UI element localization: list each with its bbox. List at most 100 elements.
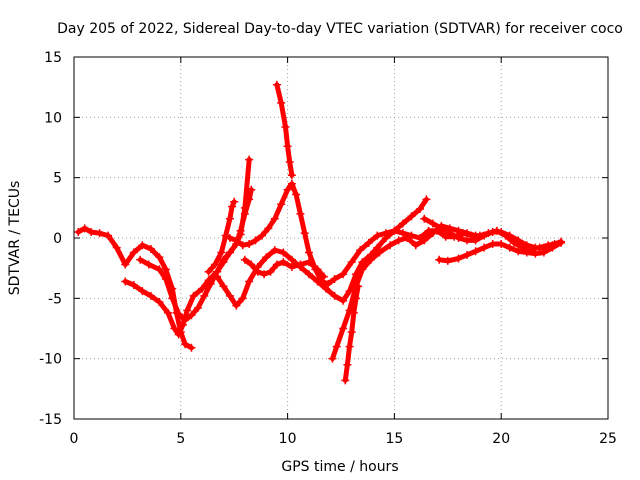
data-point-marker: [247, 185, 256, 194]
data-point-marker: [454, 254, 463, 263]
data-point-marker: [170, 324, 179, 333]
data-point-marker: [112, 243, 121, 252]
data-point-marker: [95, 229, 104, 238]
data-point-marker: [304, 248, 313, 257]
data-point-marker: [245, 277, 254, 286]
data-point-marker: [260, 270, 269, 279]
data-point-marker: [80, 224, 89, 233]
data-point-marker: [210, 260, 219, 269]
data-point-marker: [428, 229, 437, 238]
data-point-marker: [548, 241, 557, 250]
data-point-marker: [277, 200, 286, 209]
data-point-marker: [163, 308, 172, 317]
data-point-marker: [322, 284, 331, 293]
data-point-marker: [381, 229, 390, 238]
data-point-marker: [296, 209, 305, 218]
data-point-marker: [420, 214, 429, 223]
data-point-marker: [317, 277, 326, 286]
axis-ticks: 0 5 10 15 20 25 -15 -10 -5 0 5 10 15: [39, 50, 617, 447]
data-point-marker: [463, 236, 472, 245]
x-axis-title: GPS time / hours: [281, 459, 398, 475]
data-point-marker: [375, 248, 384, 257]
data-point-marker: [181, 316, 190, 325]
data-point-marker: [161, 275, 170, 284]
data-point-marker: [480, 231, 489, 240]
data-point-marker: [283, 142, 292, 151]
data-point-marker: [358, 265, 367, 274]
data-point-marker: [198, 284, 207, 293]
data-point-marker: [463, 229, 472, 238]
series-arc-10: [341, 282, 363, 385]
data-point-marker: [183, 306, 192, 315]
data-point-marker: [187, 343, 196, 352]
x-tick-label: 20: [492, 431, 510, 447]
data-point-marker: [287, 171, 296, 180]
data-point-marker: [245, 155, 254, 164]
data-point-marker: [272, 80, 281, 89]
data-point-marker: [514, 247, 523, 256]
data-point-marker: [178, 320, 187, 329]
data-point-marker: [454, 226, 463, 235]
data-point-marker: [232, 236, 241, 245]
data-point-marker: [270, 214, 279, 223]
data-point-marker: [324, 279, 333, 288]
data-point-marker: [471, 247, 480, 256]
data-point-marker: [386, 241, 395, 250]
data-point-marker: [219, 282, 228, 291]
data-point-marker: [428, 219, 437, 228]
data-point-marker: [181, 340, 190, 349]
data-point-marker: [240, 255, 249, 264]
data-point-marker: [129, 281, 138, 290]
y-tick-label: 5: [53, 171, 62, 187]
x-tick-label: 5: [176, 431, 185, 447]
data-point-marker: [138, 241, 147, 250]
data-point-marker: [347, 328, 356, 337]
data-point-marker: [347, 258, 356, 267]
data-point-marker: [330, 291, 339, 300]
data-point-marker: [304, 270, 313, 279]
data-point-marker: [339, 296, 348, 305]
data-point-marker: [285, 157, 294, 166]
data-point-marker: [225, 291, 234, 300]
series-arc-3: [136, 185, 256, 325]
data-point-marker: [488, 240, 497, 249]
y-tick-label: -15: [39, 412, 62, 428]
data-point-marker: [136, 255, 145, 264]
data-point-marker: [366, 255, 375, 264]
data-point-marker: [373, 243, 382, 252]
data-point-marker: [304, 258, 313, 267]
data-point-marker: [356, 246, 365, 255]
data-point-marker: [174, 330, 183, 339]
data-point-marker: [283, 185, 292, 194]
data-point-marker: [238, 294, 247, 303]
data-point-marker: [445, 229, 454, 238]
data-point-marker: [358, 258, 367, 267]
data-point-marker: [514, 236, 523, 245]
data-point-marker: [354, 282, 363, 291]
data-point-marker: [300, 229, 309, 238]
x-tick-label: 10: [279, 431, 297, 447]
data-point-marker: [217, 248, 226, 257]
data-point-marker: [270, 246, 279, 255]
series-arc-12: [420, 214, 566, 252]
data-point-marker: [144, 260, 153, 269]
data-point-marker: [264, 224, 273, 233]
data-point-marker: [364, 238, 373, 247]
data-point-marker: [471, 236, 480, 245]
data-point-marker: [454, 234, 463, 242]
data-point-marker: [339, 324, 348, 333]
data-point-marker: [328, 354, 337, 363]
data-point-marker: [262, 253, 271, 262]
data-point-marker: [272, 260, 281, 269]
data-point-marker: [174, 310, 183, 319]
data-point-marker: [74, 227, 83, 236]
data-point-marker: [155, 265, 164, 274]
data-point-marker: [200, 291, 209, 300]
data-point-marker: [341, 376, 350, 385]
data-point-marker: [104, 231, 113, 240]
data-point-marker: [232, 301, 241, 310]
data-point-marker: [228, 202, 237, 211]
data-point-marker: [257, 231, 266, 240]
data-point-marker: [420, 236, 429, 245]
data-point-marker: [247, 260, 256, 269]
